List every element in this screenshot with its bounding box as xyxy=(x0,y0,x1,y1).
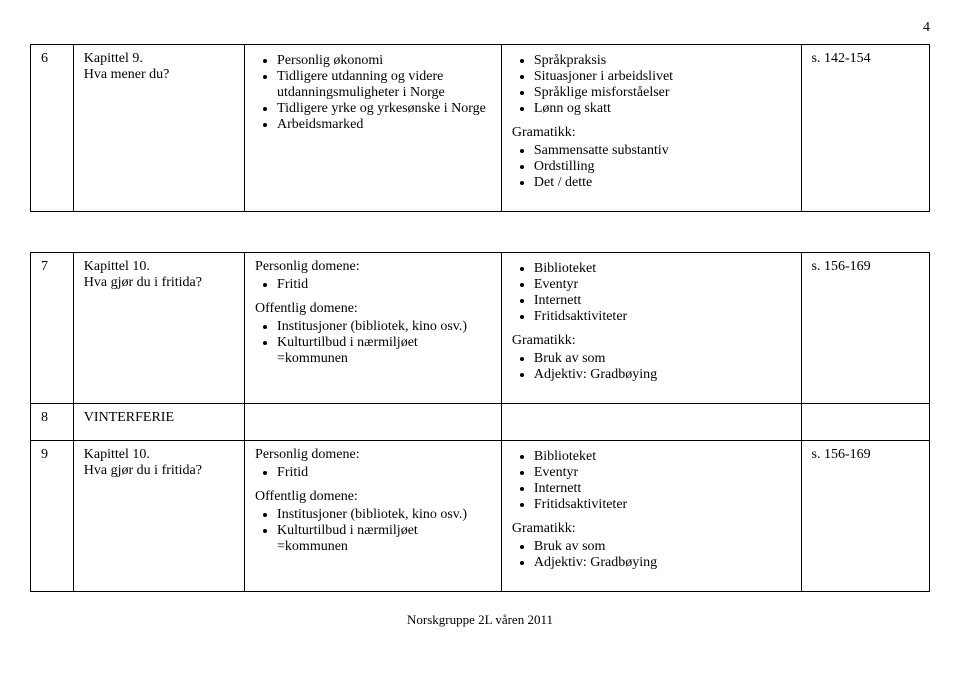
list-item: Personlig økonomi xyxy=(277,53,491,69)
footer-text: Norskgruppe 2L våren 2011 xyxy=(30,612,930,628)
list-item: Eventyr xyxy=(534,465,791,481)
list-item: Eventyr xyxy=(534,277,791,293)
list-item: Internett xyxy=(534,293,791,309)
list-item: Situasjoner i arbeidslivet xyxy=(534,69,791,85)
curriculum-table: 6 Kapittel 9. Hva mener du? Personlig øk… xyxy=(30,44,930,592)
table-row: 8 VINTERFERIE xyxy=(31,404,930,441)
content-col: Biblioteket Eventyr Internett Fritidsakt… xyxy=(501,253,801,404)
table-row: 7 Kapittel 10. Hva gjør du i fritida? Pe… xyxy=(31,253,930,404)
topics-col: Personlig domene: Fritid Offentlig domen… xyxy=(245,441,502,592)
list-item: Lønn og skatt xyxy=(534,101,791,117)
list-item: Biblioteket xyxy=(534,261,791,277)
chapter-title: Kapittel 10. Hva gjør du i fritida? xyxy=(73,441,244,592)
domain-label: Offentlig domene: xyxy=(255,489,491,505)
chapter-title: VINTERFERIE xyxy=(73,404,244,441)
list-item: Adjektiv: Gradbøying xyxy=(534,555,791,571)
topics-col xyxy=(245,404,502,441)
list-item: Tidligere yrke og yrkesønske i Norge xyxy=(277,101,491,117)
row-number: 9 xyxy=(31,441,74,592)
list-item: Internett xyxy=(534,481,791,497)
page-ref: s. 142-154 xyxy=(801,45,929,212)
title-line: Kapittel 10. xyxy=(84,447,150,462)
list-item: Bruk av som xyxy=(534,351,791,367)
title-line: Kapittel 9. xyxy=(84,51,143,66)
list-item: Det / dette xyxy=(534,175,791,191)
grammar-label: Gramatikk: xyxy=(512,125,791,141)
list-item: Språklige misforståelser xyxy=(534,85,791,101)
grammar-label: Gramatikk: xyxy=(512,333,791,349)
list-item: Arbeidsmarked xyxy=(277,117,491,133)
row-number: 8 xyxy=(31,404,74,441)
list-item: Kulturtilbud i nærmiljøet =kommunen xyxy=(277,335,491,367)
list-item: Institusjoner (bibliotek, kino osv.) xyxy=(277,507,491,523)
content-col: Språkpraksis Situasjoner i arbeidslivet … xyxy=(501,45,801,212)
domain-label: Offentlig domene: xyxy=(255,301,491,317)
title-line: Hva mener du? xyxy=(84,67,170,82)
title-line: Kapittel 10. xyxy=(84,259,150,274)
list-item: Bruk av som xyxy=(534,539,791,555)
chapter-title: Kapittel 10. Hva gjør du i fritida? xyxy=(73,253,244,404)
list-item: Ordstilling xyxy=(534,159,791,175)
table-row: 6 Kapittel 9. Hva mener du? Personlig øk… xyxy=(31,45,930,212)
list-item: Fritidsaktiviteter xyxy=(534,497,791,513)
content-col: Biblioteket Eventyr Internett Fritidsakt… xyxy=(501,441,801,592)
page-ref xyxy=(801,404,929,441)
list-item: Adjektiv: Gradbøying xyxy=(534,367,791,383)
domain-label: Personlig domene: xyxy=(255,259,491,275)
list-item: Tidligere utdanning og videre utdannings… xyxy=(277,69,491,101)
list-item: Fritid xyxy=(277,465,491,481)
content-col xyxy=(501,404,801,441)
page-ref: s. 156-169 xyxy=(801,253,929,404)
topics-col: Personlig økonomi Tidligere utdanning og… xyxy=(245,45,502,212)
chapter-title: Kapittel 9. Hva mener du? xyxy=(73,45,244,212)
list-item: Sammensatte substantiv xyxy=(534,143,791,159)
page-number: 4 xyxy=(30,20,930,36)
grammar-label: Gramatikk: xyxy=(512,521,791,537)
table-row: 9 Kapittel 10. Hva gjør du i fritida? Pe… xyxy=(31,441,930,592)
domain-label: Personlig domene: xyxy=(255,447,491,463)
title-line: Hva gjør du i fritida? xyxy=(84,463,202,478)
list-item: Fritid xyxy=(277,277,491,293)
list-item: Kulturtilbud i nærmiljøet =kommunen xyxy=(277,523,491,555)
list-item: Fritidsaktiviteter xyxy=(534,309,791,325)
topics-col: Personlig domene: Fritid Offentlig domen… xyxy=(245,253,502,404)
list-item: Språkpraksis xyxy=(534,53,791,69)
row-number: 6 xyxy=(31,45,74,212)
page-ref: s. 156-169 xyxy=(801,441,929,592)
list-item: Institusjoner (bibliotek, kino osv.) xyxy=(277,319,491,335)
title-line: Hva gjør du i fritida? xyxy=(84,275,202,290)
list-item: Biblioteket xyxy=(534,449,791,465)
row-number: 7 xyxy=(31,253,74,404)
